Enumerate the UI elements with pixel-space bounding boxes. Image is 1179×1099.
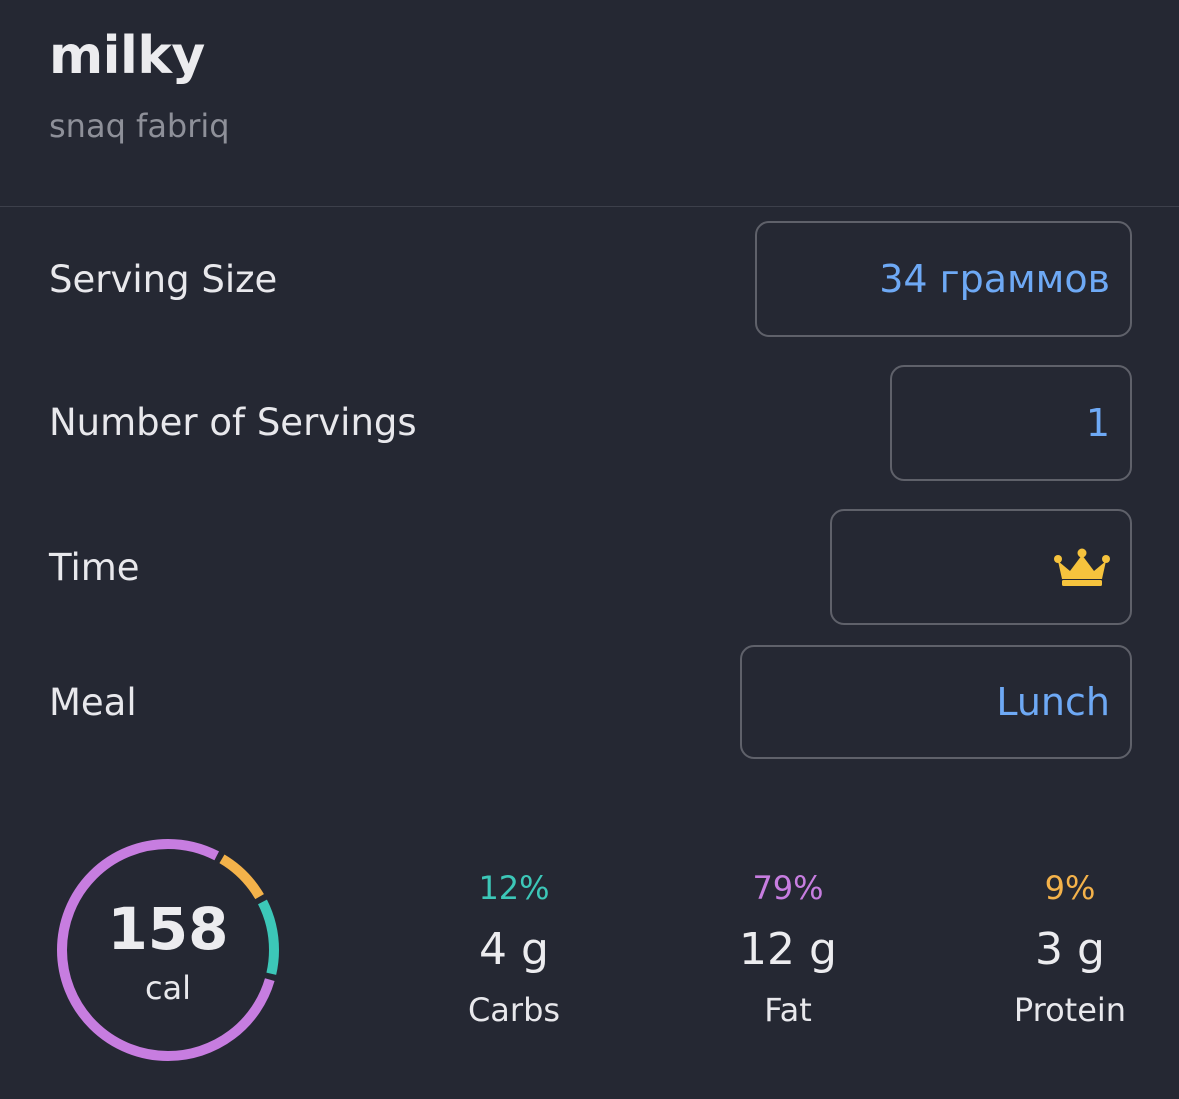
serving-size-label: Serving Size <box>49 258 278 301</box>
macro-carbs-grams: 4 g <box>479 924 549 975</box>
calorie-ring: 158 cal <box>54 836 282 1064</box>
macro-fat-grams: 12 g <box>739 924 837 975</box>
macro-carbs-label: Carbs <box>467 991 561 1029</box>
serving-size-value: 34 граммов <box>879 257 1110 301</box>
brand-name: snaq fabriq <box>49 107 230 145</box>
meal-label: Meal <box>49 681 137 724</box>
macro-protein-percent: 9% <box>1044 869 1096 907</box>
macro-carbs-percent: 12% <box>478 869 550 907</box>
time-field[interactable] <box>830 509 1132 625</box>
macro-protein: 9% 3 g Protein <box>960 872 1179 1026</box>
food-name: milky <box>49 26 205 86</box>
food-header: milky snaq fabriq <box>0 0 1179 207</box>
macro-fat-percent: 79% <box>752 869 824 907</box>
macro-fat: 79% 12 g Fat <box>678 872 898 1026</box>
calorie-unit: cal <box>144 969 192 1007</box>
time-label: Time <box>49 546 140 589</box>
macro-protein-grams: 3 g <box>1035 924 1105 975</box>
ring-segment-fat <box>57 839 279 1061</box>
crown-icon <box>1054 548 1110 586</box>
ring-segment-carbs <box>57 839 279 1061</box>
servings-value: 1 <box>1085 401 1110 445</box>
calorie-value: 158 <box>107 895 229 963</box>
servings-label: Number of Servings <box>49 401 417 444</box>
macro-carbs: 12% 4 g Carbs <box>404 872 624 1026</box>
macro-fat-label: Fat <box>764 991 812 1029</box>
serving-size-field[interactable]: 34 граммов <box>755 221 1132 337</box>
macro-ring-chart <box>57 839 279 1061</box>
meal-value: Lunch <box>996 680 1110 724</box>
meal-field[interactable]: Lunch <box>740 645 1132 759</box>
macro-protein-label: Protein <box>1013 991 1127 1029</box>
servings-field[interactable]: 1 <box>890 365 1132 481</box>
